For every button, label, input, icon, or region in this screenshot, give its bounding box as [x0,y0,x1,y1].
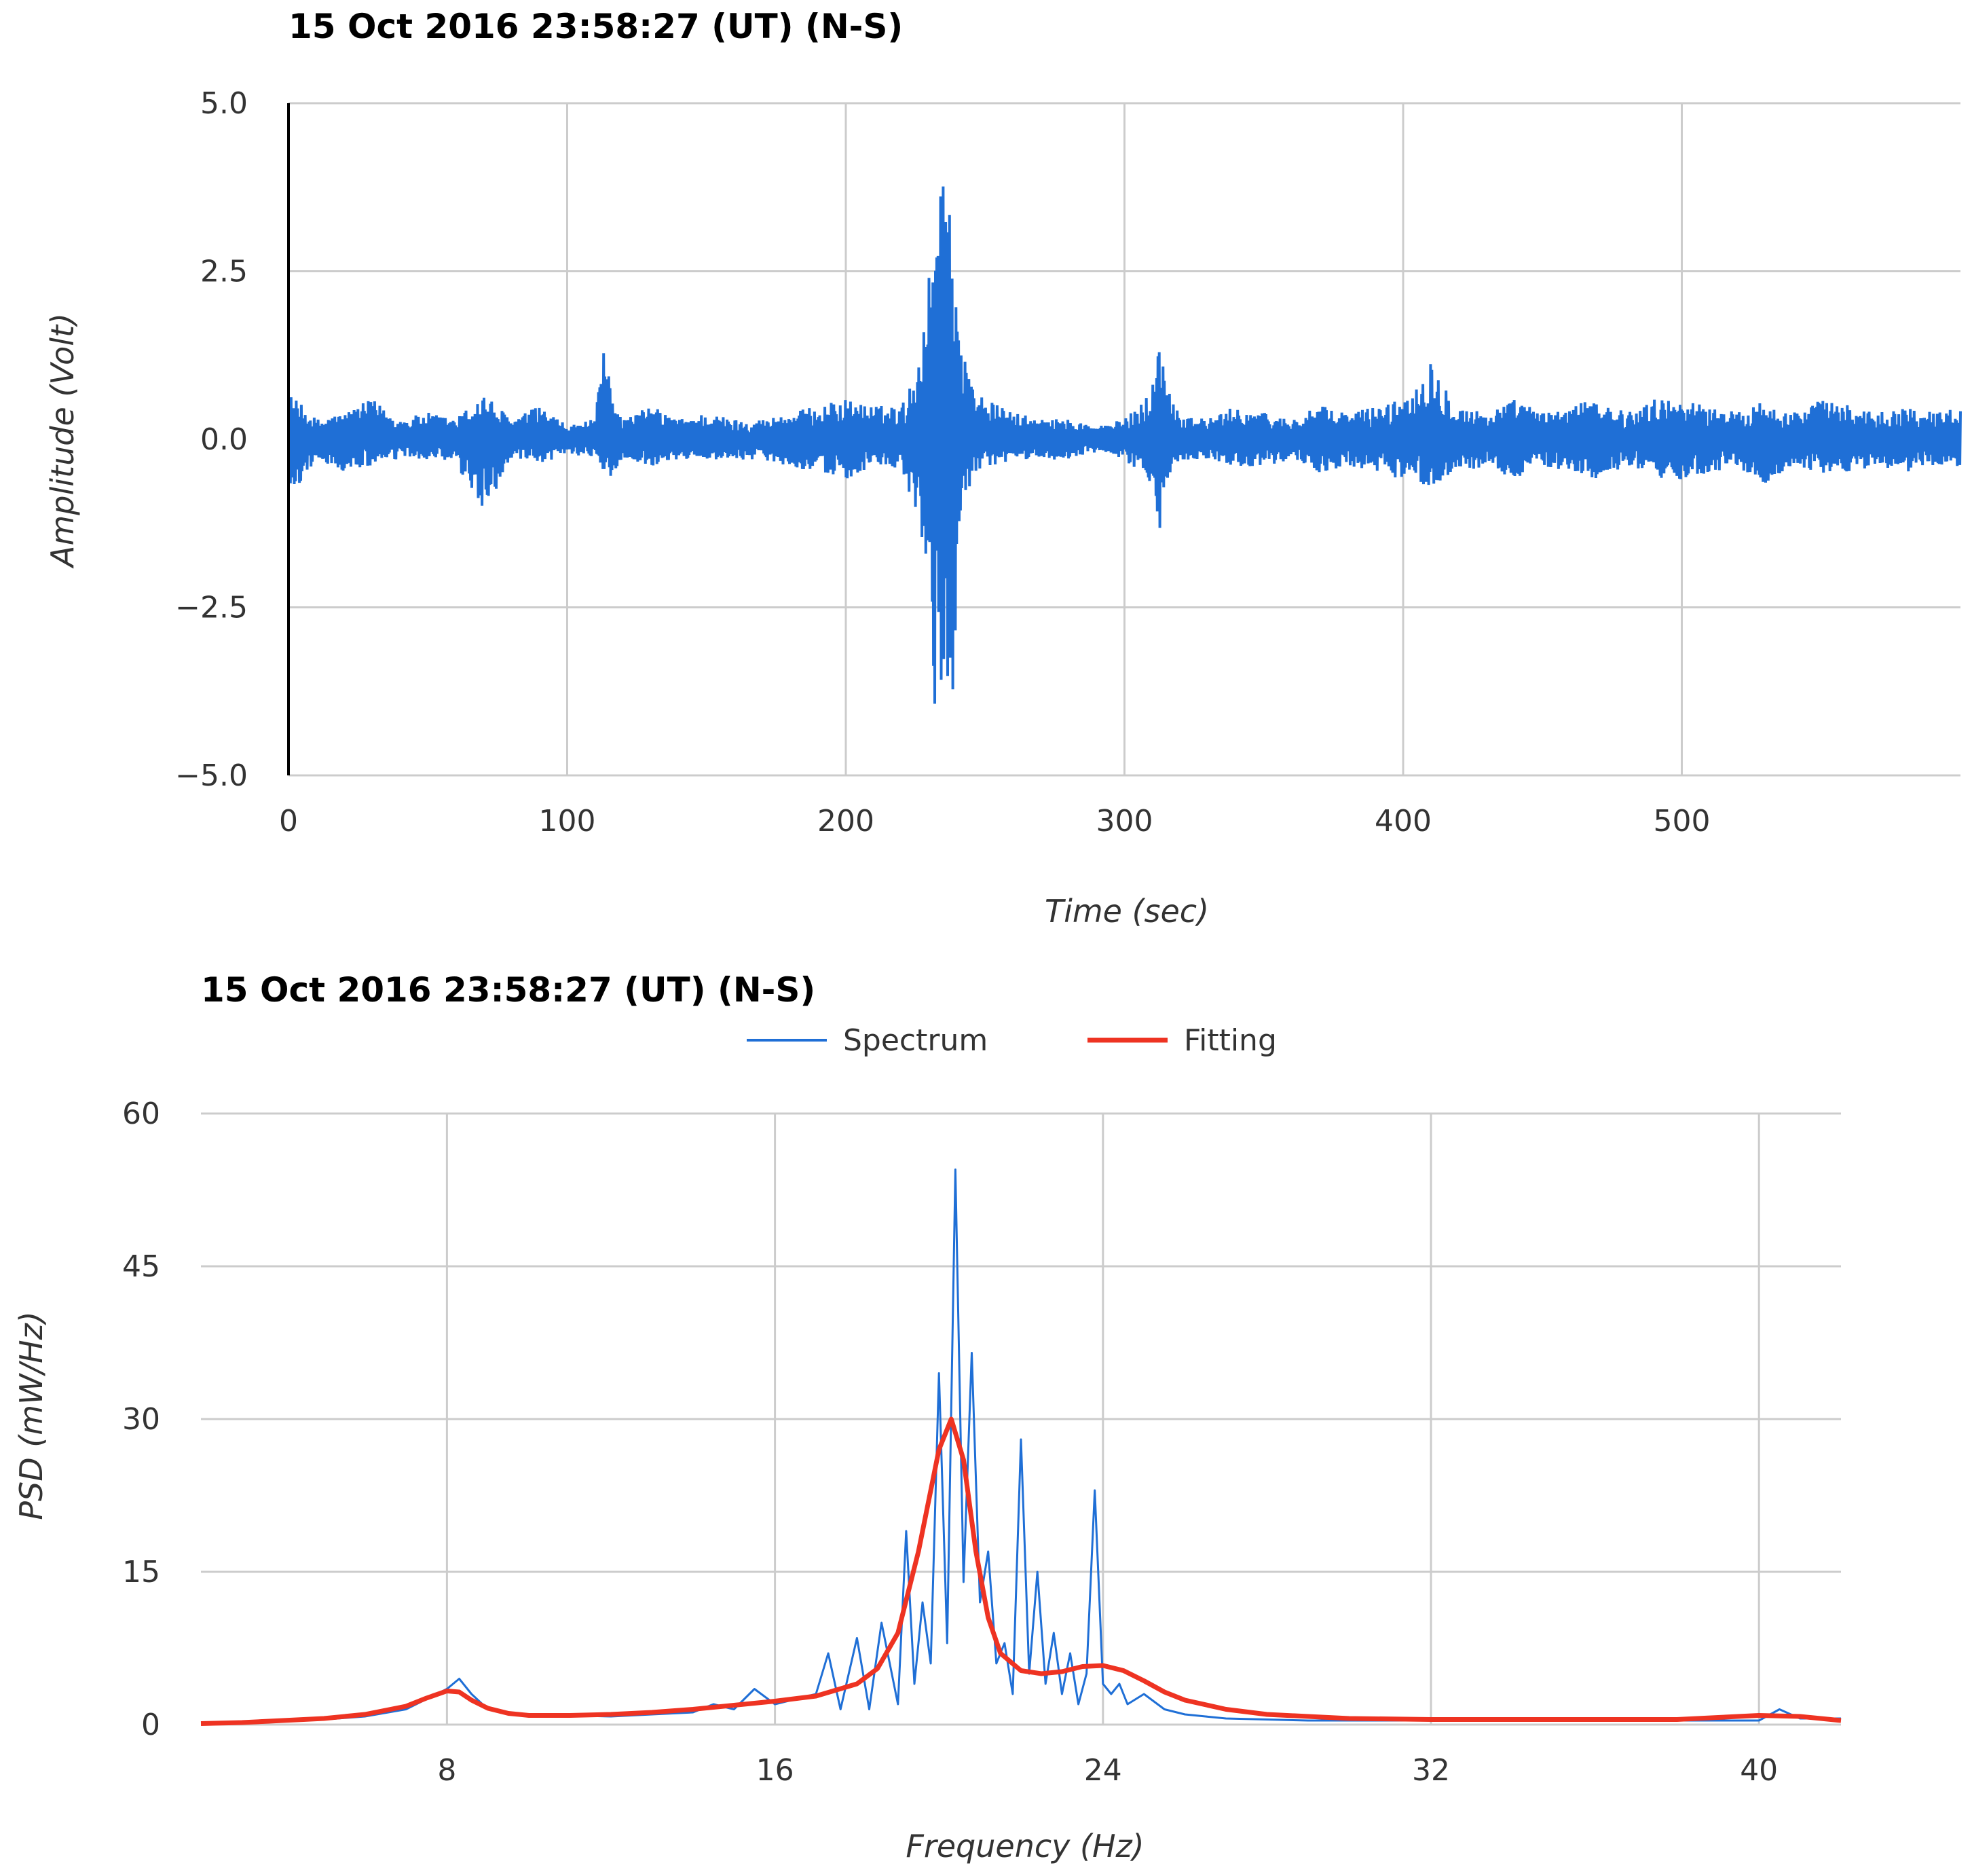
spectrum-legend: Spectrum Fitting [747,1023,1277,1058]
time-chart-x-tick-label: 200 [817,804,874,839]
spectrum-chart-x-tick-label: 32 [1412,1753,1450,1788]
time-chart-waveform [287,186,1962,704]
time-chart-x-tick-label: 100 [539,804,596,839]
spectrum-chart-y-tick-label: 0 [141,1708,160,1742]
legend-spectrum-label: Spectrum [843,1023,988,1058]
time-chart-y-tick-label: 5.0 [200,86,248,121]
spectrum-chart-lines [200,1169,1842,1726]
spectrum-chart-x-tick-label: 24 [1084,1753,1122,1788]
time-chart-x-tick-label: 400 [1375,804,1432,839]
spectrum-chart-x-tick-label: 16 [756,1753,794,1788]
time-chart-title: 15 Oct 2016 23:58:27 (UT) (N-S) [289,7,903,46]
spectrum-chart-x-tick-label: 40 [1740,1753,1778,1788]
time-chart-y-tick-label: −2.5 [175,591,248,625]
spectrum-chart: 15 Oct 2016 23:58:27 (UT) (N-S) Spectrum… [13,970,1842,1864]
legend-fitting-label: Fitting [1184,1023,1277,1058]
spectrum-chart-y-tick-label: 45 [122,1249,160,1284]
fitting-line [200,1416,1842,1726]
spectrum-chart-title: 15 Oct 2016 23:58:27 (UT) (N-S) [201,970,815,1010]
time-chart-y-ticks: 5.0 2.5 0.0 −2.5 −5.0 [175,86,248,793]
spectrum-chart-grid [201,1112,1841,1726]
spectrum-chart-x-ticks: 8 16 24 32 40 [437,1753,1778,1788]
time-chart-x-tick-label: 500 [1654,804,1711,839]
time-chart-x-tick-label: 0 [279,804,298,839]
spectrum-chart-y-tick-label: 30 [122,1402,160,1437]
time-chart-y-tick-label: −5.0 [175,758,248,793]
time-chart-y-tick-label: 0.0 [200,422,248,457]
spectrum-chart-y-tick-label: 60 [122,1097,160,1131]
spectrum-chart-x-axis-title: Frequency (Hz) [906,1828,1144,1864]
time-chart-x-axis-title: Time (sec) [1045,893,1209,930]
spectrum-chart-y-axis-title: PSD (mW/Hz) [13,1311,50,1520]
spectrum-chart-y-ticks: 60 45 30 15 0 [122,1097,160,1742]
time-chart-y-axis-title: Amplitude (Volt) [44,313,81,569]
time-series-line [287,186,1962,704]
time-chart-x-tick-label: 300 [1096,804,1153,839]
time-series-chart: 15 Oct 2016 23:58:27 (UT) (N-S) 5.0 2.5 0.… [44,7,1962,930]
spectrum-chart-y-tick-label: 15 [122,1555,160,1589]
time-chart-y-tick-label: 2.5 [200,255,248,289]
spectrum-chart-x-tick-label: 8 [437,1753,456,1788]
time-chart-x-ticks: 0 100 200 300 400 500 [279,804,1710,839]
